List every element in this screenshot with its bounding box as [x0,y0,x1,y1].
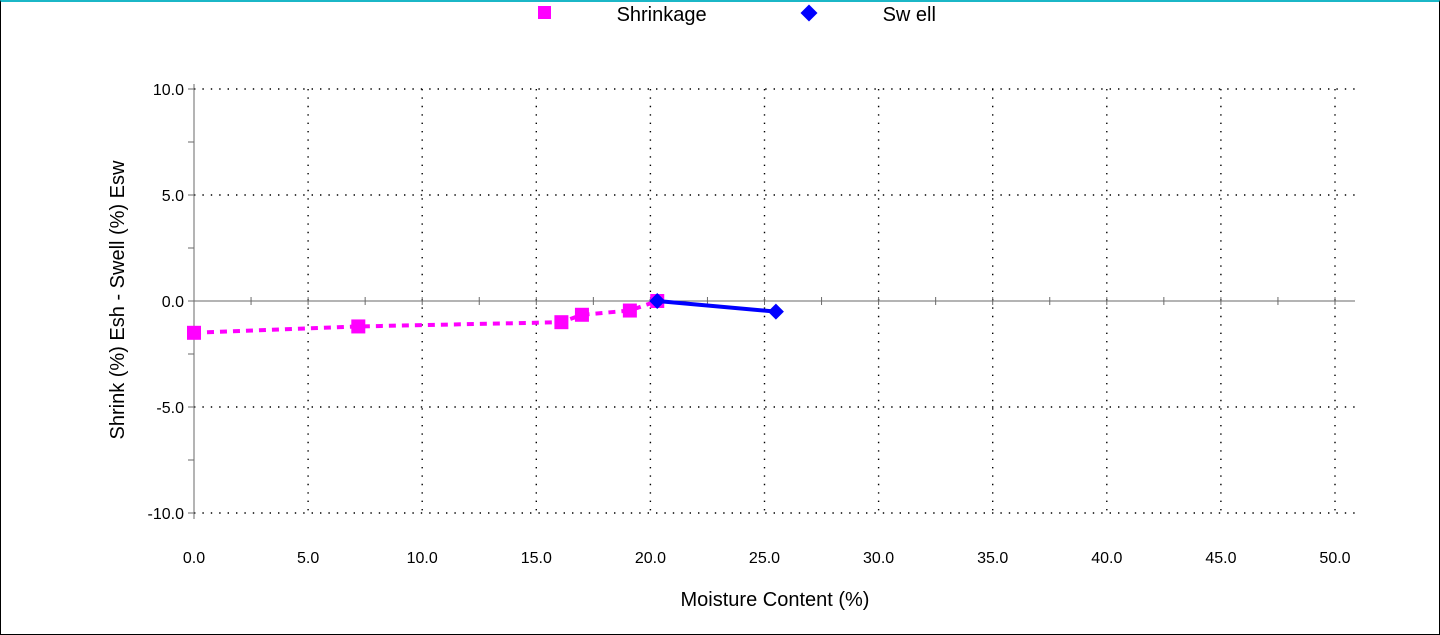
y-tick-label: -5.0 [156,400,184,417]
series-0-point-2 [554,315,569,330]
x-tick-label: 50.0 [1319,550,1350,567]
y-tick-label: 0.0 [162,294,184,311]
legend-shrinkage-label: Shrinkage [616,4,707,26]
legend-shrinkage-marker [538,6,551,19]
legend-swell: Sw ell [800,4,936,27]
series-0-point-0 [187,325,201,340]
y-axis-label: Shrink (%) Esh - Swell (%) Esw [107,160,129,439]
series-1-point-0 [649,293,666,309]
tick-labels: 0.0 5.0 10.0 15.0 20.0 25.0 30.0 35.0 40.0 45.0 50… [148,82,1351,567]
x-tick-label: 30.0 [863,550,894,567]
x-tick-label: 10.0 [407,550,438,567]
legend-shrinkage: Shrinkage [538,4,707,27]
legend-swell-label: Sw ell [882,4,936,26]
series-0-point-3 [574,307,589,322]
x-tick-label: 40.0 [1091,550,1122,567]
x-tick-label: 5.0 [297,550,319,567]
series-group [187,293,784,340]
x-tick-label: 0.0 [183,550,205,567]
x-tick-label: 15.0 [521,550,552,567]
x-tick-label: 45.0 [1205,550,1236,567]
y-tick-label: 10.0 [153,82,184,99]
series-0-point-1 [351,319,366,334]
y-tick-label: -10.0 [148,506,185,523]
series-line-1 [657,299,777,314]
x-tick-label: 25.0 [749,550,780,567]
grid [194,88,1355,514]
axes [188,84,1355,519]
y-tick-label: 5.0 [162,188,184,205]
x-tick-label: 35.0 [977,550,1008,567]
series-0-point-4 [622,303,637,318]
x-tick-label: 20.0 [635,550,666,567]
x-axis-label: Moisture Content (%) [681,589,870,611]
series-1-point-1 [767,303,784,320]
